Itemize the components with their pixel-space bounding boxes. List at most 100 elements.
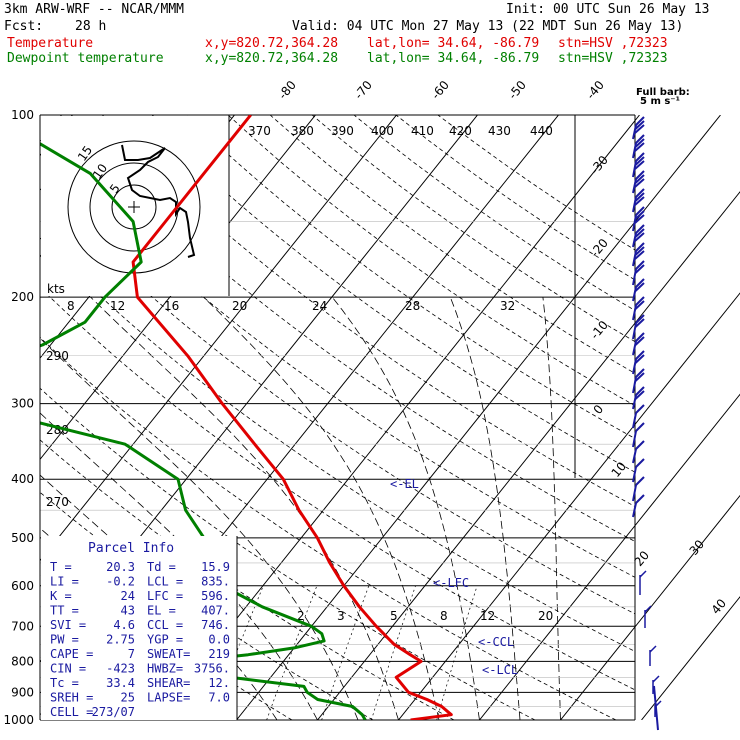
dewpoint-field-station: stn=HSV ,72323 [558,51,668,66]
wind-barb-flag [635,134,645,144]
wind-barb-flag [635,440,645,450]
wind-barb-flag [634,124,645,134]
parcel-cell: -0.2 [106,575,135,589]
dry-adiabat [227,115,635,407]
isotherm-label--30: -30 [588,153,611,177]
dewpoint-field-name: Dewpoint temperature [7,51,164,66]
wind-barb-flag [635,386,645,396]
lower-mixing-label-8: 8 [440,609,448,623]
lower-mixing-label-3: 3 [337,609,345,623]
wind-barb-flag [635,350,645,360]
wind-barb-staff [632,250,637,267]
wind-barb-flag [635,260,645,270]
parcel-cell: PW = [50,633,79,647]
parcel-info-panel [41,536,237,720]
wind-barb-flag [634,178,645,188]
lfc-marker: <-LFC [433,576,469,590]
wind-barb-staff [632,178,637,194]
parcel-cell: -423 [106,662,135,676]
wind-barb-staff [632,466,637,483]
parcel-cell: 43 [121,604,135,618]
pressure-label-400: 400 [11,472,34,486]
forecast-hour: 28 h [75,19,107,34]
wind-barb-flag [634,214,645,224]
dewpoint-field-xy: x,y=820.72,364.28 [205,51,339,66]
wind-barb-flag [634,196,645,206]
parcel-cell: EL = [147,604,176,618]
pressure-lines [40,114,635,721]
parcel-cell: CAPE = [50,647,93,661]
lower-mixing-label-5: 5 [390,609,398,623]
parcel-cell: SREH = [50,691,93,705]
wind-barb-staff [632,196,637,213]
forecast-label: Fcst: [4,19,44,34]
pressure-label-900: 900 [11,685,34,699]
wind-barb-staff [632,232,637,248]
dewpoint-field-latlon: lat,lon= 34.64, -86.79 [367,51,540,66]
parcel-cell: CELL = [50,705,93,719]
parcel-cell: Td = [147,560,176,574]
isotherm [560,494,740,720]
parcel-cell: 24 [121,589,135,603]
parcel-info-title: Parcel Info [88,541,174,556]
wind-barb-flag [635,206,645,216]
isotherm [641,596,740,720]
parcel-cell: LAPSE= [147,691,190,705]
model-title: 3km ARW-WRF -- NCAR/MMM [4,2,185,17]
wind-barb-flag [634,232,645,242]
isotherm-label--40: -40 [584,78,607,102]
pressure-label-700: 700 [11,619,34,633]
parcel-cell: 7 [128,647,135,661]
pressure-label-500: 500 [11,531,34,545]
el-marker: <-EL [390,477,419,491]
wind-barb-flag [634,246,645,256]
upper-mixing-label-28: 28 [405,299,420,313]
wind-barb-flag-lower [649,645,657,653]
parcel-cell: 835. [201,575,230,589]
isotherm-label--70: -70 [352,78,375,102]
theta-label-440: 440 [530,124,553,138]
wind-barb-flag [634,228,645,238]
wind-barb-flag [634,156,645,166]
init-time: Init: 00 UTC Sun 26 May 13 [506,2,710,17]
temperature-field-latlon: lat,lon= 34.64, -86.79 [367,36,540,51]
wind-barb-flag [634,142,645,152]
wind-barb-staff [632,484,637,502]
pressure-label-100: 100 [11,108,34,122]
wind-barb-flag [635,188,645,198]
pressure-label-600: 600 [11,579,34,593]
theta-label-370: 370 [248,124,271,138]
parcel-cell: 33.4 [106,676,135,690]
hodograph-kts-label: kts [47,282,65,296]
isotherm [236,115,721,720]
wind-barb-flag [634,318,645,328]
wind-barb-flag [635,458,645,468]
wind-barb-flag-lower [639,570,647,578]
wind-barb-flag [635,422,645,432]
isotherm-label--10: -10 [588,318,611,342]
parcel-cell: HWBZ= [147,662,183,676]
wind-barb-flag [634,210,645,220]
wind-barb-flag [635,170,645,180]
moist-adiabat [40,337,359,720]
wind-barb-flag [634,174,645,184]
wind-barb-staff [632,304,637,321]
pressure-label-200: 200 [11,290,34,304]
parcel-cell: K = [50,589,72,603]
temperature-profile [131,115,453,720]
parcel-cell: 2.75 [106,633,135,647]
upper-mixing-label-12: 12 [110,299,125,313]
dry-adiabat [395,115,635,281]
parcel-cell: 7.0 [208,691,230,705]
wind-barb-flag [635,332,645,342]
wind-barb-staff [632,448,637,464]
moist-adiabat [542,297,561,720]
wind-barb-flag [635,278,645,288]
wind-barb-flag [635,368,645,378]
parcel-cell: 0.0 [208,633,230,647]
pressure-label-800: 800 [11,654,34,668]
barb-legend-value: 5 m s⁻¹ [640,96,680,107]
parcel-cell: LI = [50,575,79,589]
dry-adiabat [185,115,635,439]
theta-label-380: 380 [291,124,314,138]
